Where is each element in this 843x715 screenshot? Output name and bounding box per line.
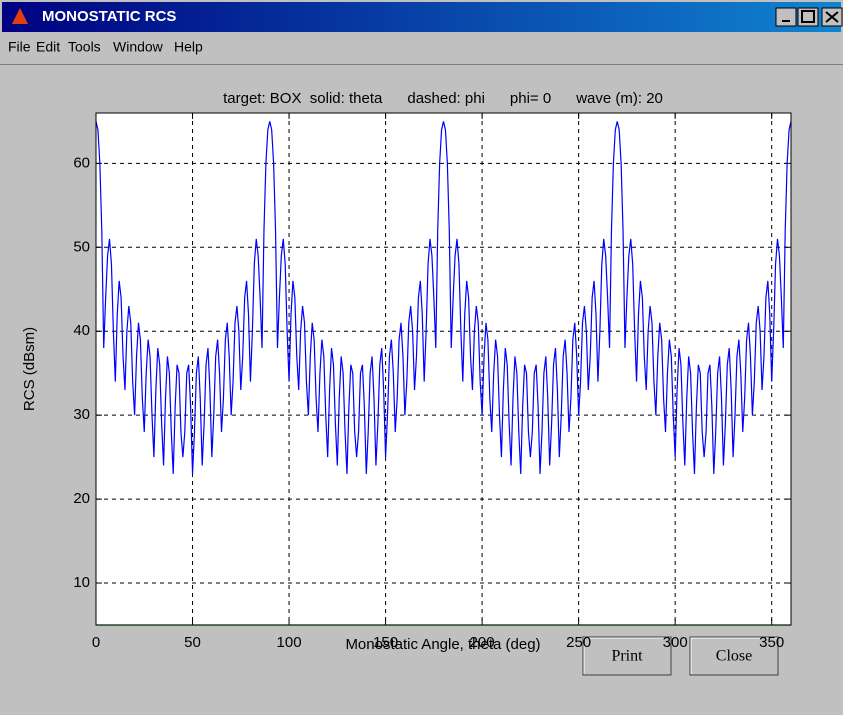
y-axis-label: RCS (dBsm) [21,327,38,411]
y-tick-label: 20 [73,490,90,507]
button-highlight [583,637,670,674]
x-tick-label: 150 [373,634,398,651]
x-tick-label: 300 [663,634,688,651]
menu-item[interactable]: File [8,39,31,55]
close-icon [825,11,839,23]
button-face[interactable] [582,636,672,676]
grid [95,113,791,625]
button-face[interactable] [689,636,779,676]
button-label: Close [716,648,752,665]
minimize-icon [782,20,790,22]
x-tick-label: 200 [470,634,495,651]
app-icon [12,8,28,24]
menu-item[interactable]: Tools [68,39,101,55]
x-tick-label: 250 [566,634,591,651]
menu-bar: File Edit Tools Window Help [8,39,203,55]
title-bar [2,2,841,32]
y-tick-label: 10 [73,574,90,591]
window-title: MONOSTATIC RCS [42,8,176,25]
menu-item[interactable]: Help [174,39,203,55]
x-tick-label: 0 [92,634,100,651]
close-figure-button[interactable]: Close [689,636,779,676]
menu-item[interactable]: Window [113,39,164,55]
axes-box [95,112,792,626]
y-tick-label: 60 [73,154,90,171]
x-axis-label: Monostatic Angle, theta (deg) [345,636,540,653]
data-line [95,121,792,474]
menu-separator [0,64,843,65]
x-tick-label: 350 [759,634,784,651]
y-tick-label: 30 [73,406,90,423]
window-controls[interactable] [775,7,843,27]
maximize-icon [801,10,815,23]
y-tick-label: 40 [73,322,90,339]
x-tick-label: 50 [184,634,201,651]
plot-area [96,113,791,625]
button-label: Print [611,648,643,665]
minimize-button[interactable] [775,7,797,27]
y-tick-label: 50 [73,238,90,255]
print-button[interactable]: Print [582,636,672,676]
chart-title: target: BOX solid: theta dashed: phi phi… [223,90,663,107]
x-tick-label: 100 [277,634,302,651]
menu-item[interactable]: Edit [36,39,60,55]
button-highlight [690,637,777,674]
